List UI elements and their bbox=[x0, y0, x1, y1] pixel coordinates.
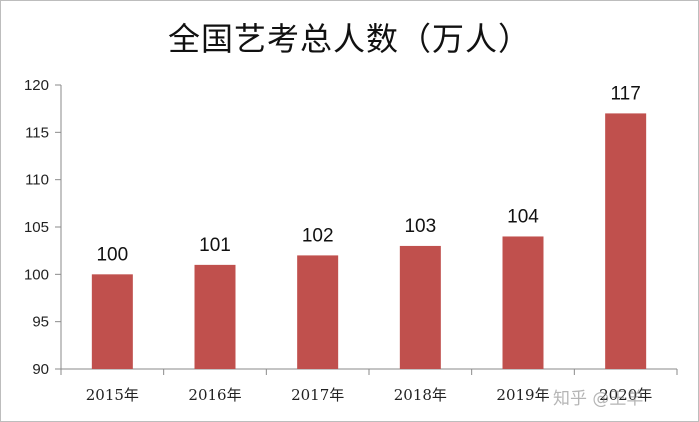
y-tick-label: 95 bbox=[32, 314, 49, 331]
x-tick-label: 2015年 bbox=[86, 386, 139, 404]
y-tick-label: 105 bbox=[24, 219, 49, 236]
y-tick-label: 120 bbox=[24, 77, 49, 94]
x-tick-label: 2017年 bbox=[291, 386, 344, 404]
data-label: 104 bbox=[507, 206, 539, 227]
bar bbox=[502, 236, 544, 369]
watermark: 知乎 @王羊 bbox=[553, 389, 644, 409]
y-tick-label: 115 bbox=[25, 124, 49, 141]
x-tick-label: 2016年 bbox=[188, 386, 241, 404]
bar bbox=[91, 274, 133, 369]
bar bbox=[605, 113, 647, 370]
bar bbox=[399, 245, 441, 369]
x-tick-label: 2020年 bbox=[599, 386, 652, 404]
y-tick-label: 110 bbox=[25, 172, 49, 189]
y-tick-label: 90 bbox=[32, 361, 49, 378]
x-tick-label: 2019年 bbox=[496, 386, 549, 404]
data-label: 103 bbox=[404, 216, 436, 237]
bar bbox=[297, 255, 339, 369]
bar bbox=[194, 264, 236, 369]
data-label: 102 bbox=[302, 225, 334, 246]
data-label: 117 bbox=[611, 83, 641, 104]
y-tick-label: 100 bbox=[24, 266, 49, 283]
data-label: 101 bbox=[199, 235, 231, 256]
x-tick-label: 2018年 bbox=[394, 386, 447, 404]
chart-title: 全国艺考总人数（万人） bbox=[167, 20, 531, 58]
data-label: 100 bbox=[96, 244, 128, 265]
